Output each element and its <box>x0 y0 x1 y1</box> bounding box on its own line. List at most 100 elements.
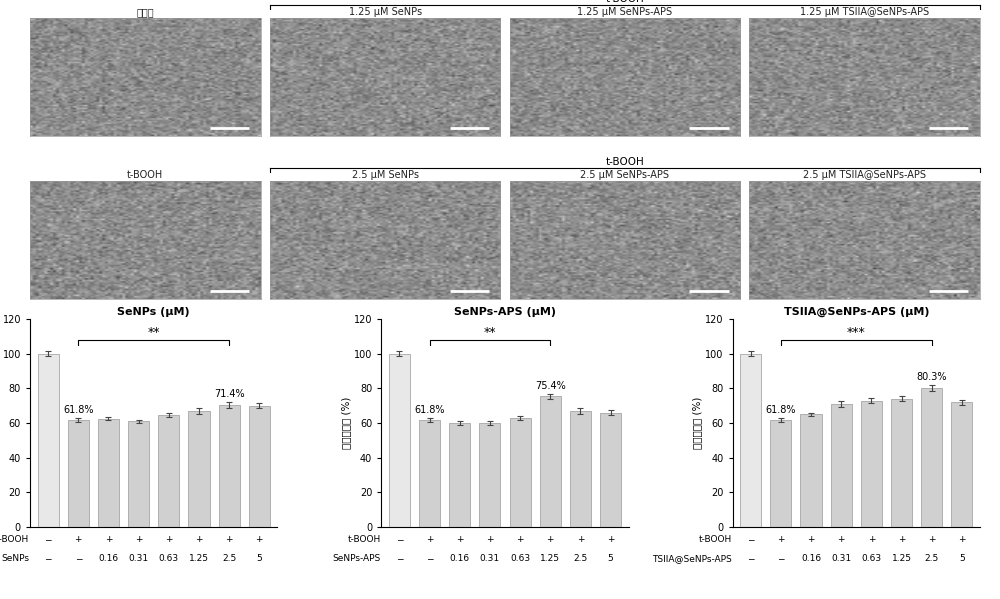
Text: −: − <box>747 554 754 563</box>
Text: +: + <box>516 536 524 544</box>
Bar <box>861 401 882 527</box>
Bar <box>449 423 470 527</box>
Text: +: + <box>456 536 463 544</box>
Text: 2.5: 2.5 <box>925 554 939 563</box>
Bar <box>770 420 791 527</box>
Bar <box>68 420 89 527</box>
Text: −: − <box>396 554 403 563</box>
Text: **: ** <box>484 326 496 339</box>
Bar <box>921 388 942 527</box>
Text: 80.3%: 80.3% <box>916 372 947 382</box>
Title: TSIIA@SeNPs-APS (μM): TSIIA@SeNPs-APS (μM) <box>784 307 929 317</box>
Text: +: + <box>75 536 82 544</box>
Text: 0.16: 0.16 <box>98 554 119 563</box>
Bar <box>951 403 972 527</box>
Text: SeNPs: SeNPs <box>1 554 29 563</box>
Bar <box>389 354 410 527</box>
Text: SeNPs-APS: SeNPs-APS <box>332 554 381 563</box>
Bar <box>570 411 591 527</box>
Title: 1.25 μM SeNPs-APS: 1.25 μM SeNPs-APS <box>577 7 672 17</box>
Text: +: + <box>547 536 554 544</box>
Text: +: + <box>958 536 966 544</box>
Bar <box>128 421 149 527</box>
Text: +: + <box>135 536 142 544</box>
Text: 2.5: 2.5 <box>573 554 588 563</box>
Text: −: − <box>747 536 754 544</box>
Text: 0.31: 0.31 <box>129 554 149 563</box>
Text: 61.8%: 61.8% <box>414 406 445 415</box>
Text: +: + <box>225 536 233 544</box>
Text: +: + <box>426 536 433 544</box>
Title: 2.5 μM TSIIA@SeNPs-APS: 2.5 μM TSIIA@SeNPs-APS <box>803 171 926 180</box>
Title: SeNPs (μM): SeNPs (μM) <box>117 307 190 317</box>
Bar <box>479 423 500 527</box>
Bar <box>219 405 240 527</box>
Title: 2.5 μM SeNPs-APS: 2.5 μM SeNPs-APS <box>580 171 669 180</box>
Text: +: + <box>256 536 263 544</box>
Text: +: + <box>807 536 815 544</box>
Text: −: − <box>44 536 52 544</box>
Text: 1.25: 1.25 <box>892 554 912 563</box>
Title: 2.5 μM SeNPs: 2.5 μM SeNPs <box>352 171 419 180</box>
Bar <box>800 415 822 527</box>
Title: 1.25 μM SeNPs: 1.25 μM SeNPs <box>349 7 422 17</box>
Title: SeNPs-APS (μM): SeNPs-APS (μM) <box>454 307 556 317</box>
Text: ***: *** <box>847 326 866 339</box>
Text: −: − <box>396 536 403 544</box>
Text: +: + <box>165 536 173 544</box>
Bar <box>158 415 179 527</box>
Text: 0.16: 0.16 <box>801 554 821 563</box>
Text: +: + <box>928 536 935 544</box>
Bar <box>831 404 852 527</box>
Bar <box>740 354 761 527</box>
Text: +: + <box>105 536 112 544</box>
Text: 2.5: 2.5 <box>222 554 236 563</box>
Text: 0.31: 0.31 <box>831 554 851 563</box>
Text: +: + <box>868 536 875 544</box>
Text: t-BOOH: t-BOOH <box>347 536 381 544</box>
Text: +: + <box>577 536 584 544</box>
Text: t-BOOH: t-BOOH <box>606 157 644 167</box>
Text: −: − <box>44 554 52 563</box>
Title: 对照组: 对照组 <box>136 7 154 17</box>
Text: 0.16: 0.16 <box>450 554 470 563</box>
Text: 0.63: 0.63 <box>861 554 881 563</box>
Text: 75.4%: 75.4% <box>535 381 566 391</box>
Text: 71.4%: 71.4% <box>214 389 244 399</box>
Text: 0.63: 0.63 <box>510 554 530 563</box>
Text: −: − <box>777 554 785 563</box>
Bar <box>249 406 270 527</box>
Bar <box>510 418 531 527</box>
Text: t-BOOH: t-BOOH <box>606 0 644 4</box>
Text: +: + <box>837 536 845 544</box>
Text: 61.8%: 61.8% <box>63 406 94 415</box>
Text: 0.63: 0.63 <box>159 554 179 563</box>
Bar <box>540 397 561 527</box>
Text: +: + <box>898 536 905 544</box>
Title: 1.25 μM TSIIA@SeNPs-APS: 1.25 μM TSIIA@SeNPs-APS <box>800 7 929 17</box>
Text: +: + <box>486 536 494 544</box>
Text: 0.31: 0.31 <box>480 554 500 563</box>
Text: 5: 5 <box>608 554 613 563</box>
Text: 5: 5 <box>256 554 262 563</box>
Text: TSIIA@SeNPs-APS: TSIIA@SeNPs-APS <box>652 554 732 563</box>
Y-axis label: 细胞存活率 (%): 细胞存活率 (%) <box>692 397 702 449</box>
Bar <box>98 419 119 527</box>
Bar <box>419 420 440 527</box>
Text: −: − <box>426 554 433 563</box>
Bar <box>891 399 912 527</box>
Bar <box>38 354 59 527</box>
Text: −: − <box>75 554 82 563</box>
Title: t-BOOH: t-BOOH <box>127 171 163 180</box>
Bar <box>188 411 210 527</box>
Text: 5: 5 <box>959 554 965 563</box>
Y-axis label: 细胞存活率 (%): 细胞存活率 (%) <box>341 397 351 449</box>
Text: 1.25: 1.25 <box>189 554 209 563</box>
Text: **: ** <box>147 326 160 339</box>
Bar <box>600 413 621 527</box>
Text: +: + <box>777 536 785 544</box>
Text: +: + <box>607 536 614 544</box>
Text: 61.8%: 61.8% <box>766 406 796 415</box>
Text: t-BOOH: t-BOOH <box>699 536 732 544</box>
Text: t-BOOH: t-BOOH <box>0 536 29 544</box>
